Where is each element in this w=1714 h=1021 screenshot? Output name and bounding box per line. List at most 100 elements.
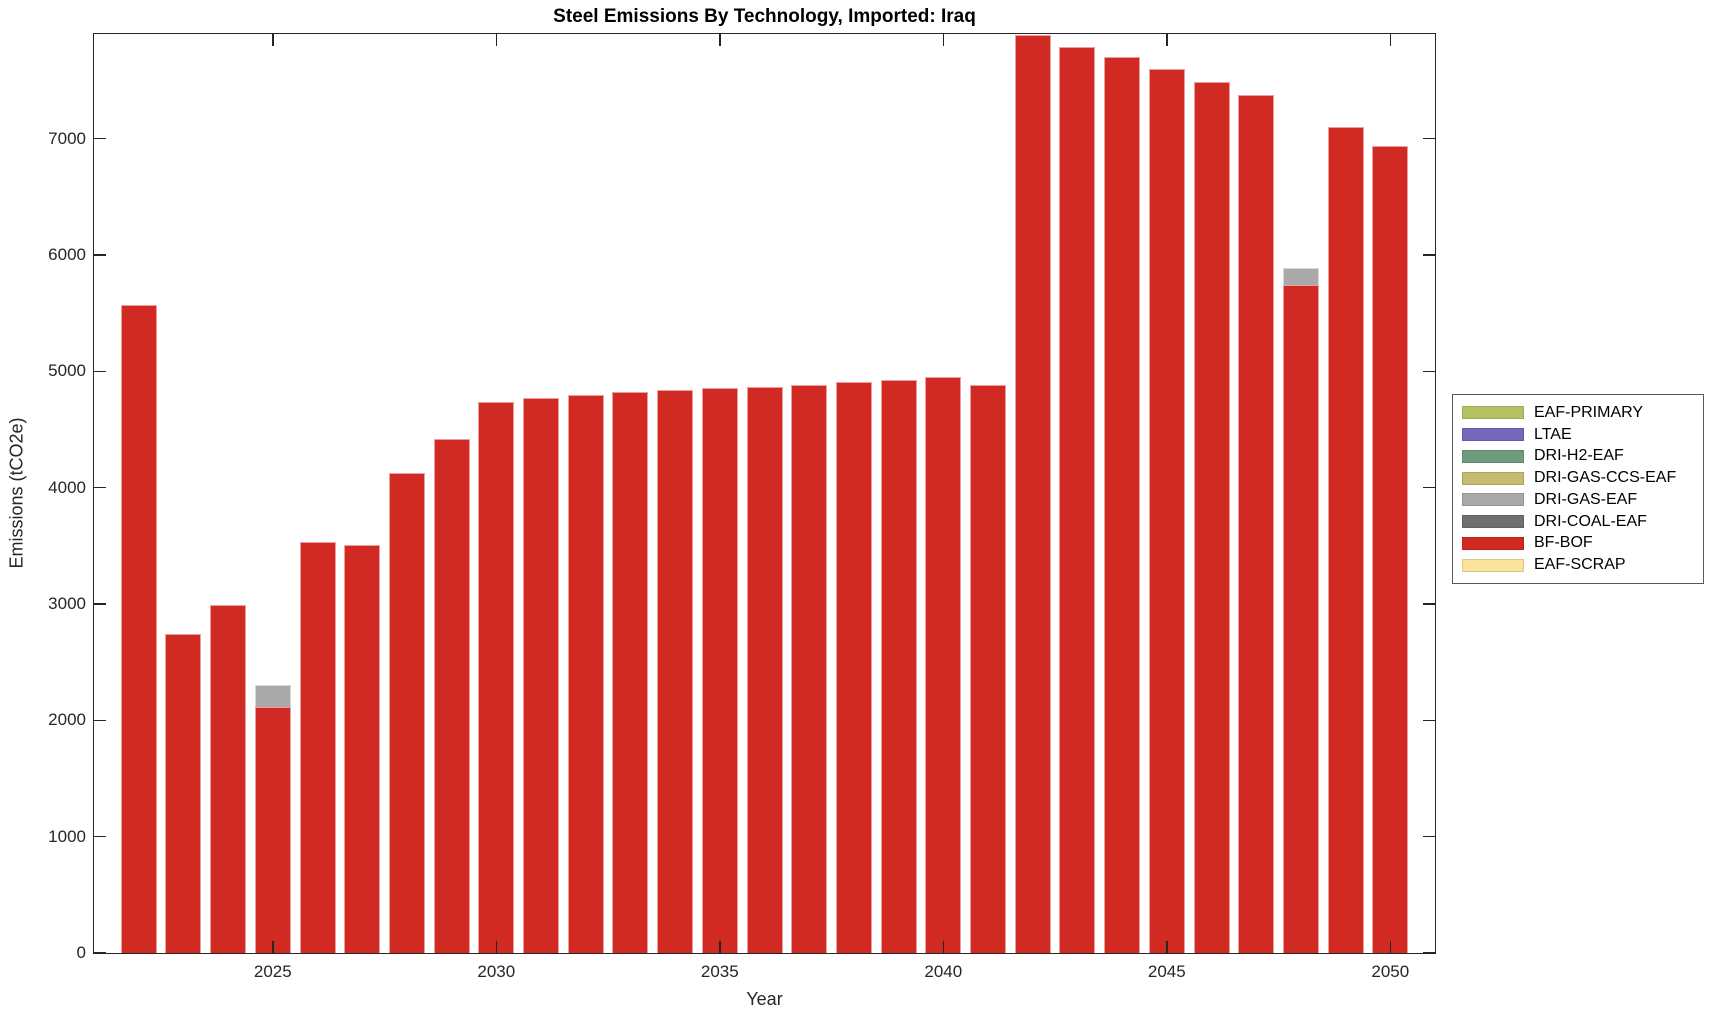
y-tick-mark: [94, 952, 106, 954]
legend-label: DRI-H2-EAF: [1534, 447, 1624, 465]
bar-segment-bf-bof: [254, 707, 291, 953]
legend-item: BF-BOF: [1462, 533, 1694, 553]
legend-item: DRI-H2-EAF: [1462, 446, 1694, 466]
x-tick-mark: [942, 941, 945, 953]
x-tick-mark-top: [719, 34, 721, 46]
legend-swatch-icon: [1462, 449, 1524, 463]
legend-item: EAF-SCRAP: [1462, 555, 1694, 575]
y-tick-mark-right: [1423, 370, 1435, 373]
bar-segment-bf-bof: [210, 604, 247, 953]
y-tick-mark: [94, 835, 106, 838]
legend-label: DRI-COAL-EAF: [1534, 512, 1647, 530]
legend-swatch-icon: [1462, 536, 1524, 550]
y-tick-mark-right: [1423, 719, 1435, 722]
bar-segment-bf-bof: [925, 377, 962, 953]
legend-label: DRI-GAS-CCS-EAF: [1534, 469, 1677, 487]
x-tick-label: 2045: [1147, 962, 1186, 981]
legend-swatch-icon: [1462, 406, 1524, 420]
legend-swatch-icon: [1462, 493, 1524, 507]
bar-segment-bf-bof: [1148, 68, 1185, 953]
bar-segment-bf-bof: [523, 398, 559, 953]
y-tick-mark: [94, 603, 106, 605]
legend-label: EAF-PRIMARY: [1534, 403, 1644, 421]
x-tick-label: 2030: [477, 962, 516, 981]
x-tick-mark: [495, 941, 498, 953]
y-tick-mark-right: [1423, 603, 1435, 605]
x-tick-mark: [1389, 941, 1392, 953]
y-tick-label: 5000: [48, 361, 86, 381]
x-tick-label: 2040: [924, 962, 963, 981]
y-tick-mark-right: [1423, 835, 1435, 838]
y-tick-mark-right: [1423, 254, 1435, 256]
bar-segment-dri-gas-eaf: [1282, 268, 1319, 285]
y-tick-label: 4000: [48, 477, 86, 497]
legend-swatch-icon: [1462, 558, 1524, 572]
bar-segment-bf-bof: [344, 544, 381, 953]
y-tick-mark: [94, 254, 106, 256]
bar-segment-bf-bof: [880, 380, 917, 953]
bar-segment-bf-bof: [433, 438, 470, 953]
y-tick-label: 0: [76, 943, 86, 962]
bar-segment-bf-bof: [1282, 284, 1319, 953]
y-tick-label: 1000: [48, 826, 86, 846]
bar-segment-bf-bof: [970, 384, 1006, 953]
bar-segment-bf-bof: [746, 386, 783, 953]
bar-segment-bf-bof: [165, 633, 202, 953]
x-tick-mark-top: [1389, 34, 1392, 46]
bar-segment-bf-bof: [120, 305, 157, 953]
bar-segment-bf-bof: [1104, 57, 1141, 953]
bar-segment-dri-gas-eaf: [254, 685, 291, 707]
y-tick-mark-right: [1423, 952, 1435, 954]
bar-segment-bf-bof: [1193, 81, 1230, 953]
legend-item: DRI-COAL-EAF: [1462, 512, 1694, 532]
legend-label: DRI-GAS-EAF: [1534, 490, 1638, 508]
legend-item: EAF-PRIMARY: [1462, 403, 1694, 423]
legend-label: LTAE: [1534, 425, 1572, 443]
bar-segment-bf-bof: [1327, 126, 1364, 953]
x-tick-mark: [719, 941, 721, 953]
x-tick-mark: [272, 941, 274, 953]
x-axis-label: Year: [746, 989, 783, 1009]
x-tick-mark-top: [495, 34, 498, 46]
y-tick-label: 7000: [48, 128, 86, 148]
bar-segment-bf-bof: [388, 472, 425, 953]
bar-segment-bf-bof: [835, 382, 872, 953]
y-tick-mark: [94, 486, 106, 489]
bar-segment-bf-bof: [1372, 145, 1409, 953]
bar-segment-bf-bof: [657, 390, 694, 953]
bar-segment-bf-bof: [567, 395, 604, 953]
y-tick-mark: [94, 370, 106, 373]
legend-swatch-icon: [1462, 428, 1524, 442]
bar-segment-bf-bof: [791, 384, 828, 953]
x-tick-mark: [1166, 941, 1168, 953]
y-tick-label: 6000: [48, 245, 86, 265]
legend-label: BF-BOF: [1534, 534, 1593, 552]
x-tick-label: 2050: [1371, 962, 1410, 981]
y-tick-label: 3000: [48, 594, 86, 613]
legend-item: DRI-GAS-CCS-EAF: [1462, 468, 1694, 488]
legend-item: LTAE: [1462, 425, 1694, 445]
y-tick-mark-right: [1423, 486, 1435, 489]
bar-segment-bf-bof: [1014, 35, 1051, 953]
bar-segment-bf-bof: [1238, 94, 1275, 953]
x-tick-mark-top: [1166, 34, 1168, 46]
legend-swatch-icon: [1462, 515, 1524, 529]
y-tick-mark-right: [1423, 137, 1435, 140]
legend-swatch-icon: [1462, 471, 1524, 485]
bar-segment-bf-bof: [701, 388, 738, 953]
y-tick-mark: [94, 719, 106, 722]
legend-box: EAF-PRIMARY LTAE DRI-H2-EAF DRI-GAS-CCS-EAF…: [1452, 394, 1704, 584]
chart-title: Steel Emissions By Technology, Imported:…: [553, 6, 976, 27]
y-tick-mark: [94, 137, 106, 140]
bar-segment-bf-bof: [299, 541, 336, 953]
x-tick-label: 2025: [253, 962, 292, 981]
x-tick-label: 2035: [700, 962, 739, 981]
x-tick-mark-top: [272, 34, 274, 46]
bar-segment-bf-bof: [612, 392, 649, 953]
legend-item: DRI-GAS-EAF: [1462, 490, 1694, 510]
bar-segment-bf-bof: [478, 401, 515, 953]
legend-label: EAF-SCRAP: [1534, 556, 1626, 574]
y-tick-label: 2000: [48, 710, 86, 730]
x-tick-mark-top: [942, 34, 945, 46]
